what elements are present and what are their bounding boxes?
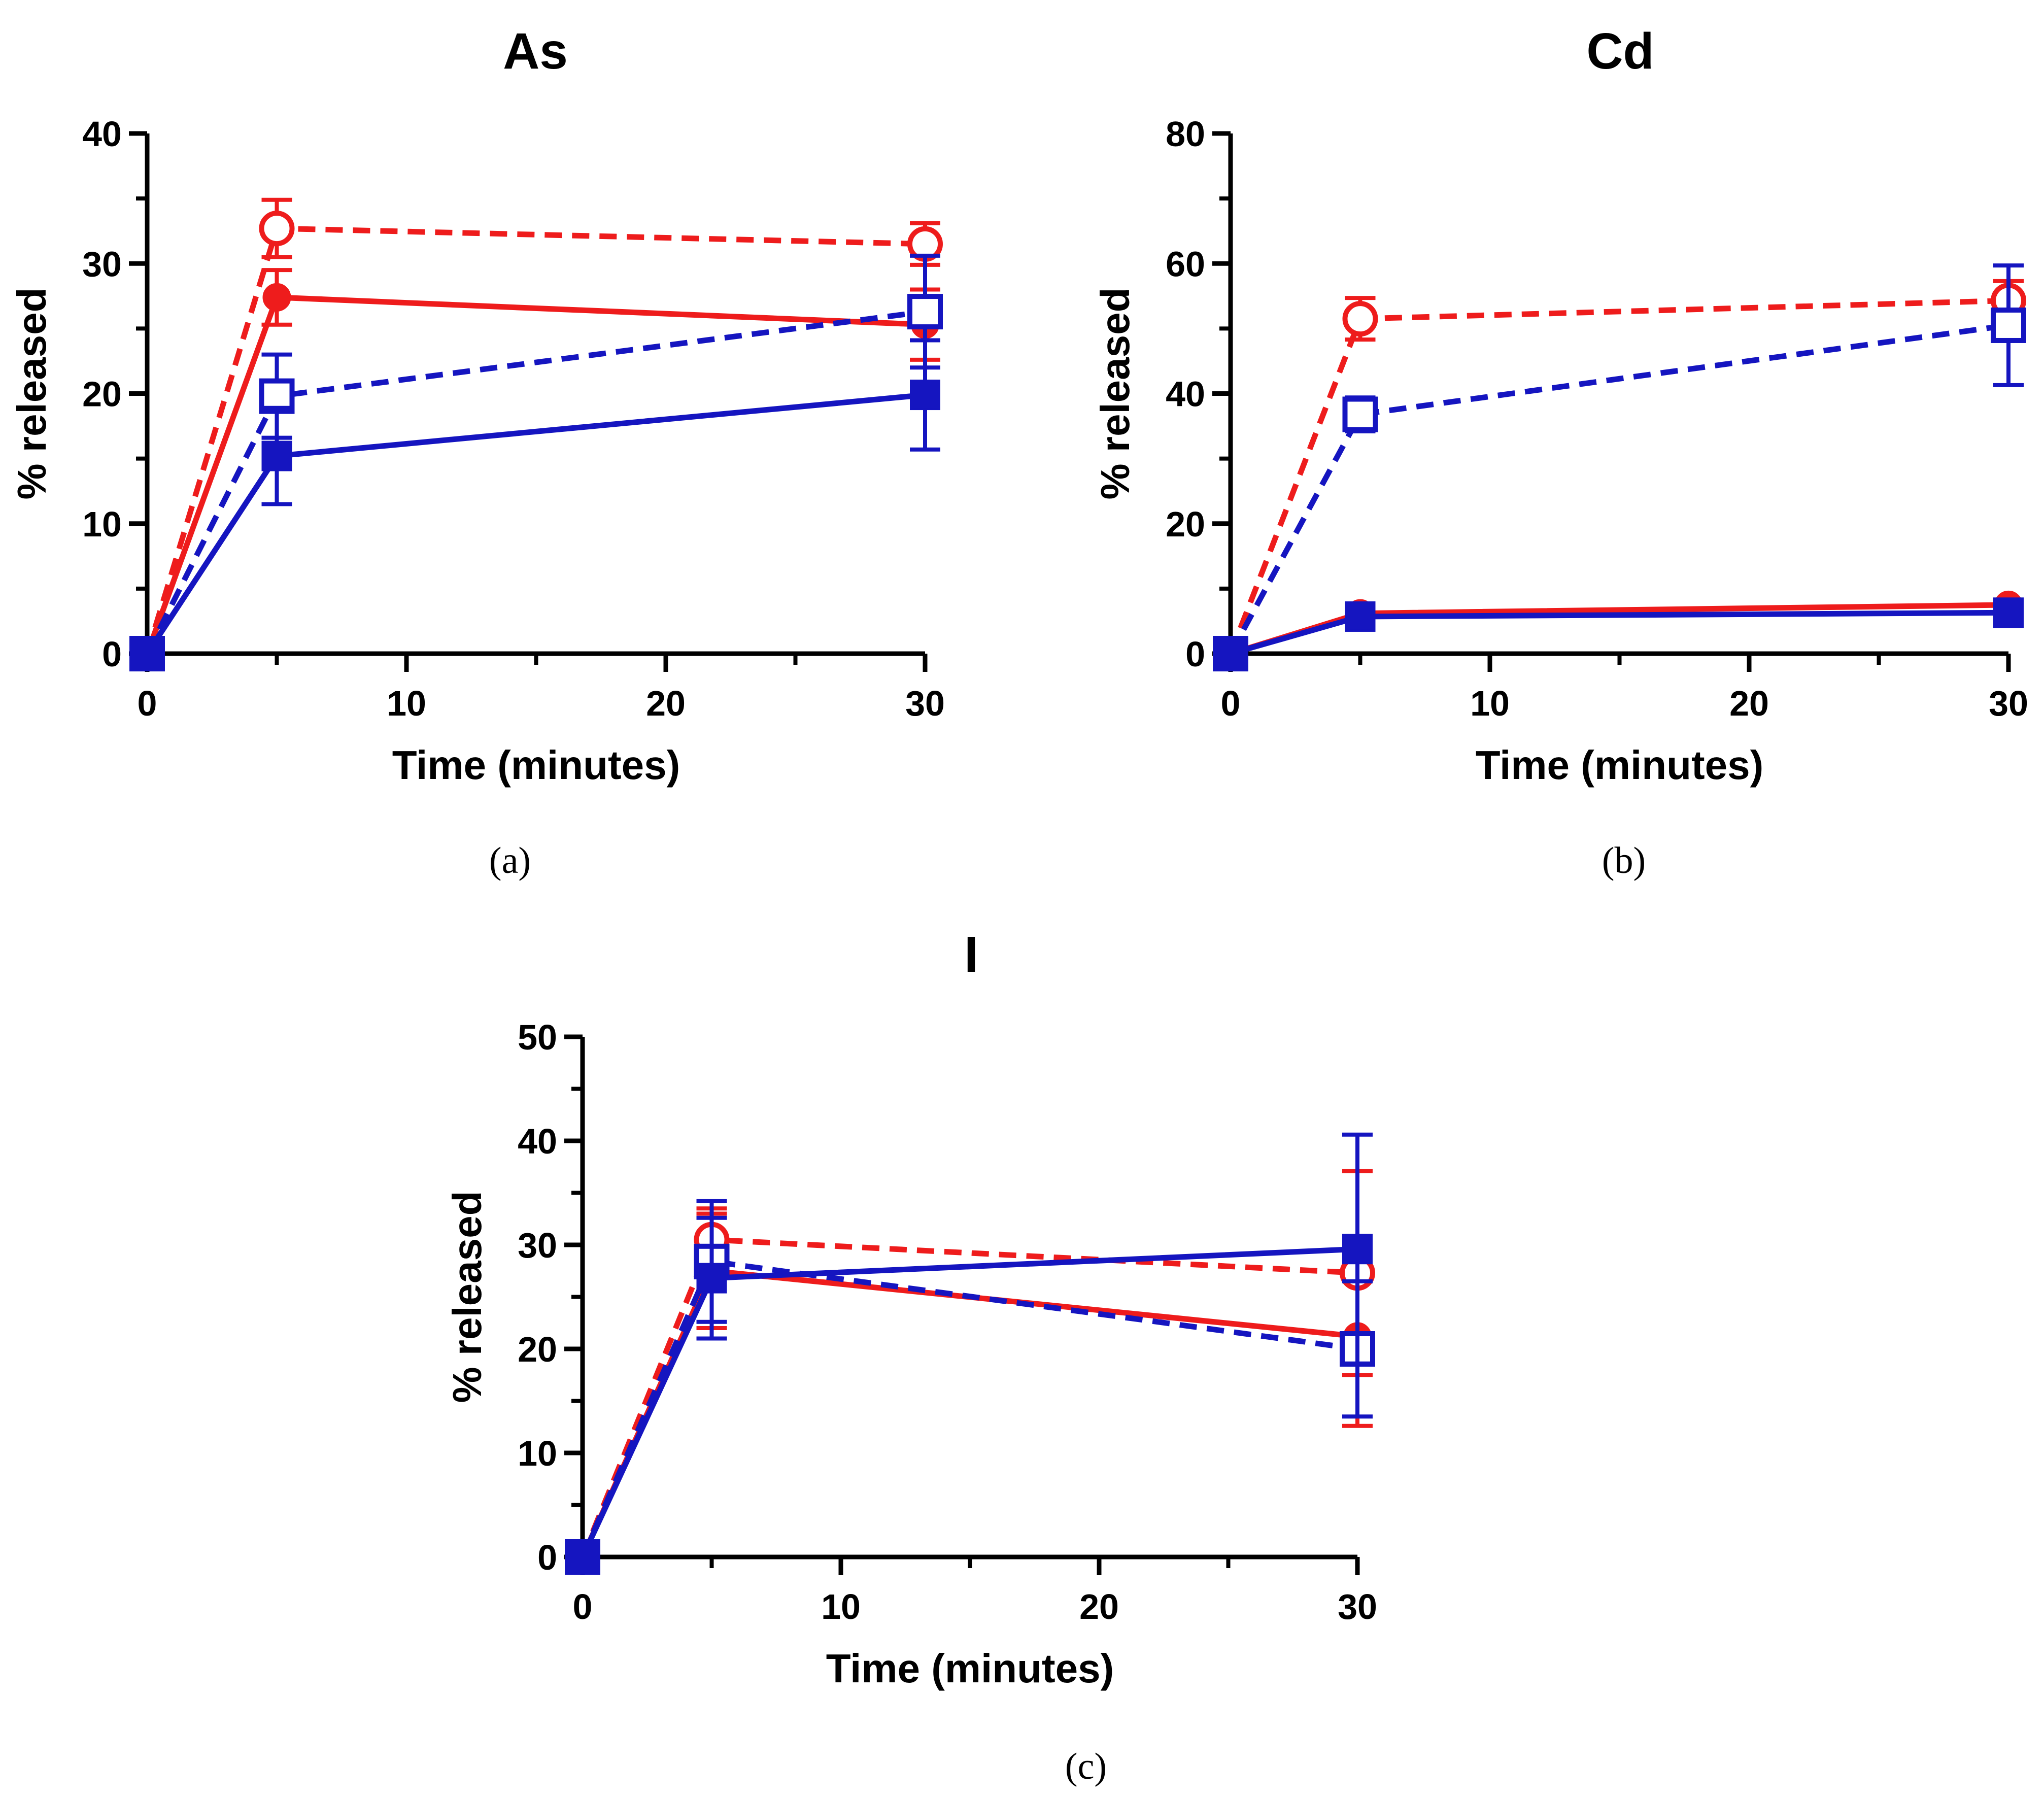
series-line (145, 392, 926, 656)
y-tick-label: 0 (102, 634, 122, 674)
series-blue-solid (567, 1132, 1373, 1572)
chart-panel-b: Cd 0 20 40 60 80 0 10 20 30 Time (minutes) % releas… (1093, 23, 2028, 882)
series-line (1228, 322, 2009, 655)
panel-caption: (a) (489, 840, 531, 882)
x-tick-label: 30 (905, 684, 945, 723)
chart-panel-c: I 0 10 20 30 40 50 0 10 20 30 Time (minutes) % relea… (445, 926, 1377, 1787)
x-axis-label: Time (minutes) (392, 742, 680, 788)
y-tick-label: 20 (518, 1330, 557, 1369)
series-line (145, 309, 926, 655)
series-red-dashed (565, 1169, 1375, 1575)
y-tick-label: 60 (1166, 244, 1205, 284)
data-point (1991, 307, 2026, 343)
y-axis-label: % released (445, 1191, 490, 1403)
y-tick-label: 80 (1166, 114, 1205, 154)
y-tick-label: 40 (1166, 375, 1205, 414)
x-tick-label: 30 (1338, 1587, 1377, 1626)
y-tick-label: 20 (82, 375, 122, 414)
x-tick-label: 20 (646, 684, 686, 723)
data-point (567, 1542, 598, 1572)
y-axis-label: % released (1093, 287, 1138, 499)
data-point (1342, 301, 1378, 337)
x-tick-label: 20 (1729, 684, 1769, 723)
y-tick-label: 40 (518, 1122, 557, 1161)
series-line (1228, 297, 2009, 655)
x-tick-label: 10 (1470, 684, 1510, 723)
data-point (696, 1263, 727, 1294)
x-tick-label: 0 (1221, 684, 1241, 723)
y-tick-label: 40 (82, 114, 122, 154)
y-tick-label: 0 (1185, 634, 1205, 674)
chart-panel-a: As 0 10 20 30 40 0 10 20 30 Time (minutes) % releas… (9, 23, 945, 882)
data-point (1993, 597, 2024, 628)
y-axis-label: % released (9, 287, 54, 499)
chart-title: Cd (1586, 23, 1654, 80)
series-red-solid (133, 268, 940, 668)
panel-caption: (b) (1602, 840, 1646, 882)
chart-title: As (503, 23, 568, 80)
y-tick-label: 30 (518, 1226, 557, 1265)
panel-caption: (c) (1065, 1746, 1107, 1787)
data-point (1342, 1234, 1373, 1265)
data-point (262, 283, 291, 312)
data-point (132, 638, 162, 669)
series-blue-dashed (565, 1199, 1375, 1575)
x-axis-label: Time (minutes) (826, 1646, 1114, 1691)
data-point (259, 211, 295, 247)
chart-title: I (964, 926, 978, 983)
y-tick-label: 10 (82, 504, 122, 544)
x-tick-label: 20 (1079, 1587, 1119, 1626)
data-point (261, 440, 292, 471)
data-point (1345, 601, 1376, 632)
x-tick-label: 0 (138, 684, 157, 723)
x-tick-label: 10 (821, 1587, 861, 1626)
x-tick-label: 10 (387, 684, 426, 723)
y-tick-label: 30 (82, 244, 122, 284)
x-tick-label: 0 (573, 1587, 593, 1626)
y-tick-label: 20 (1166, 504, 1205, 544)
series-line (580, 1259, 1358, 1558)
series-line (580, 1268, 1358, 1558)
y-tick-label: 50 (518, 1018, 557, 1057)
data-point (907, 294, 943, 330)
y-tick-label: 0 (537, 1538, 557, 1577)
series-blue-solid (1215, 597, 2024, 669)
x-tick-label: 30 (1989, 684, 2028, 723)
x-axis-label: Time (minutes) (1476, 742, 1764, 788)
series-blue-solid (132, 338, 940, 669)
y-tick-label: 10 (518, 1434, 557, 1473)
data-point (910, 380, 940, 411)
data-point (1342, 396, 1378, 432)
data-point (1215, 638, 1246, 669)
